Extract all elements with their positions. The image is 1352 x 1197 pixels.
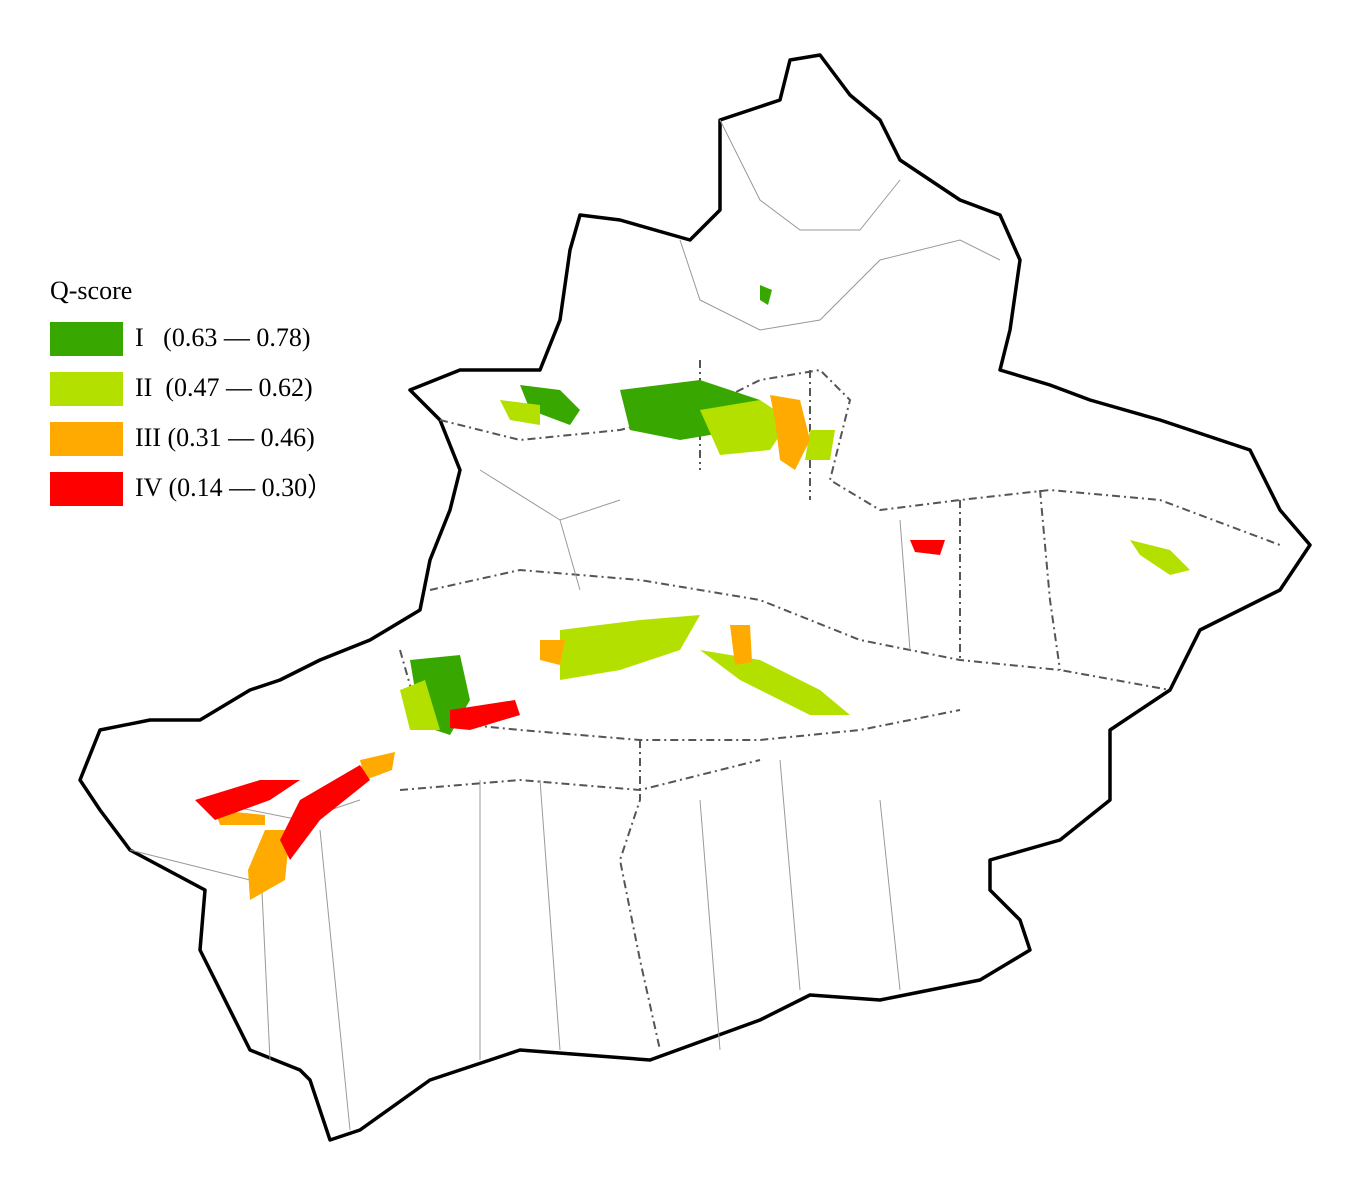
region-outline <box>78 53 1312 1142</box>
legend-swatch <box>50 422 123 456</box>
legend-label: III (0.31 — 0.46) <box>135 423 315 452</box>
legend-swatch <box>50 322 123 356</box>
legend-title: Q-score <box>50 276 132 305</box>
legend-swatch <box>50 472 123 506</box>
legend-label: IV (0.14 — 0.30） <box>135 473 333 502</box>
legend-label: I (0.63 — 0.78) <box>135 323 310 352</box>
classified-areas <box>195 285 1190 900</box>
legend-label: II (0.47 — 0.62) <box>135 373 313 402</box>
legend-swatch <box>50 372 123 406</box>
legend: I (0.63 — 0.78) II (0.47 — 0.62) III (0.31… <box>50 322 333 506</box>
